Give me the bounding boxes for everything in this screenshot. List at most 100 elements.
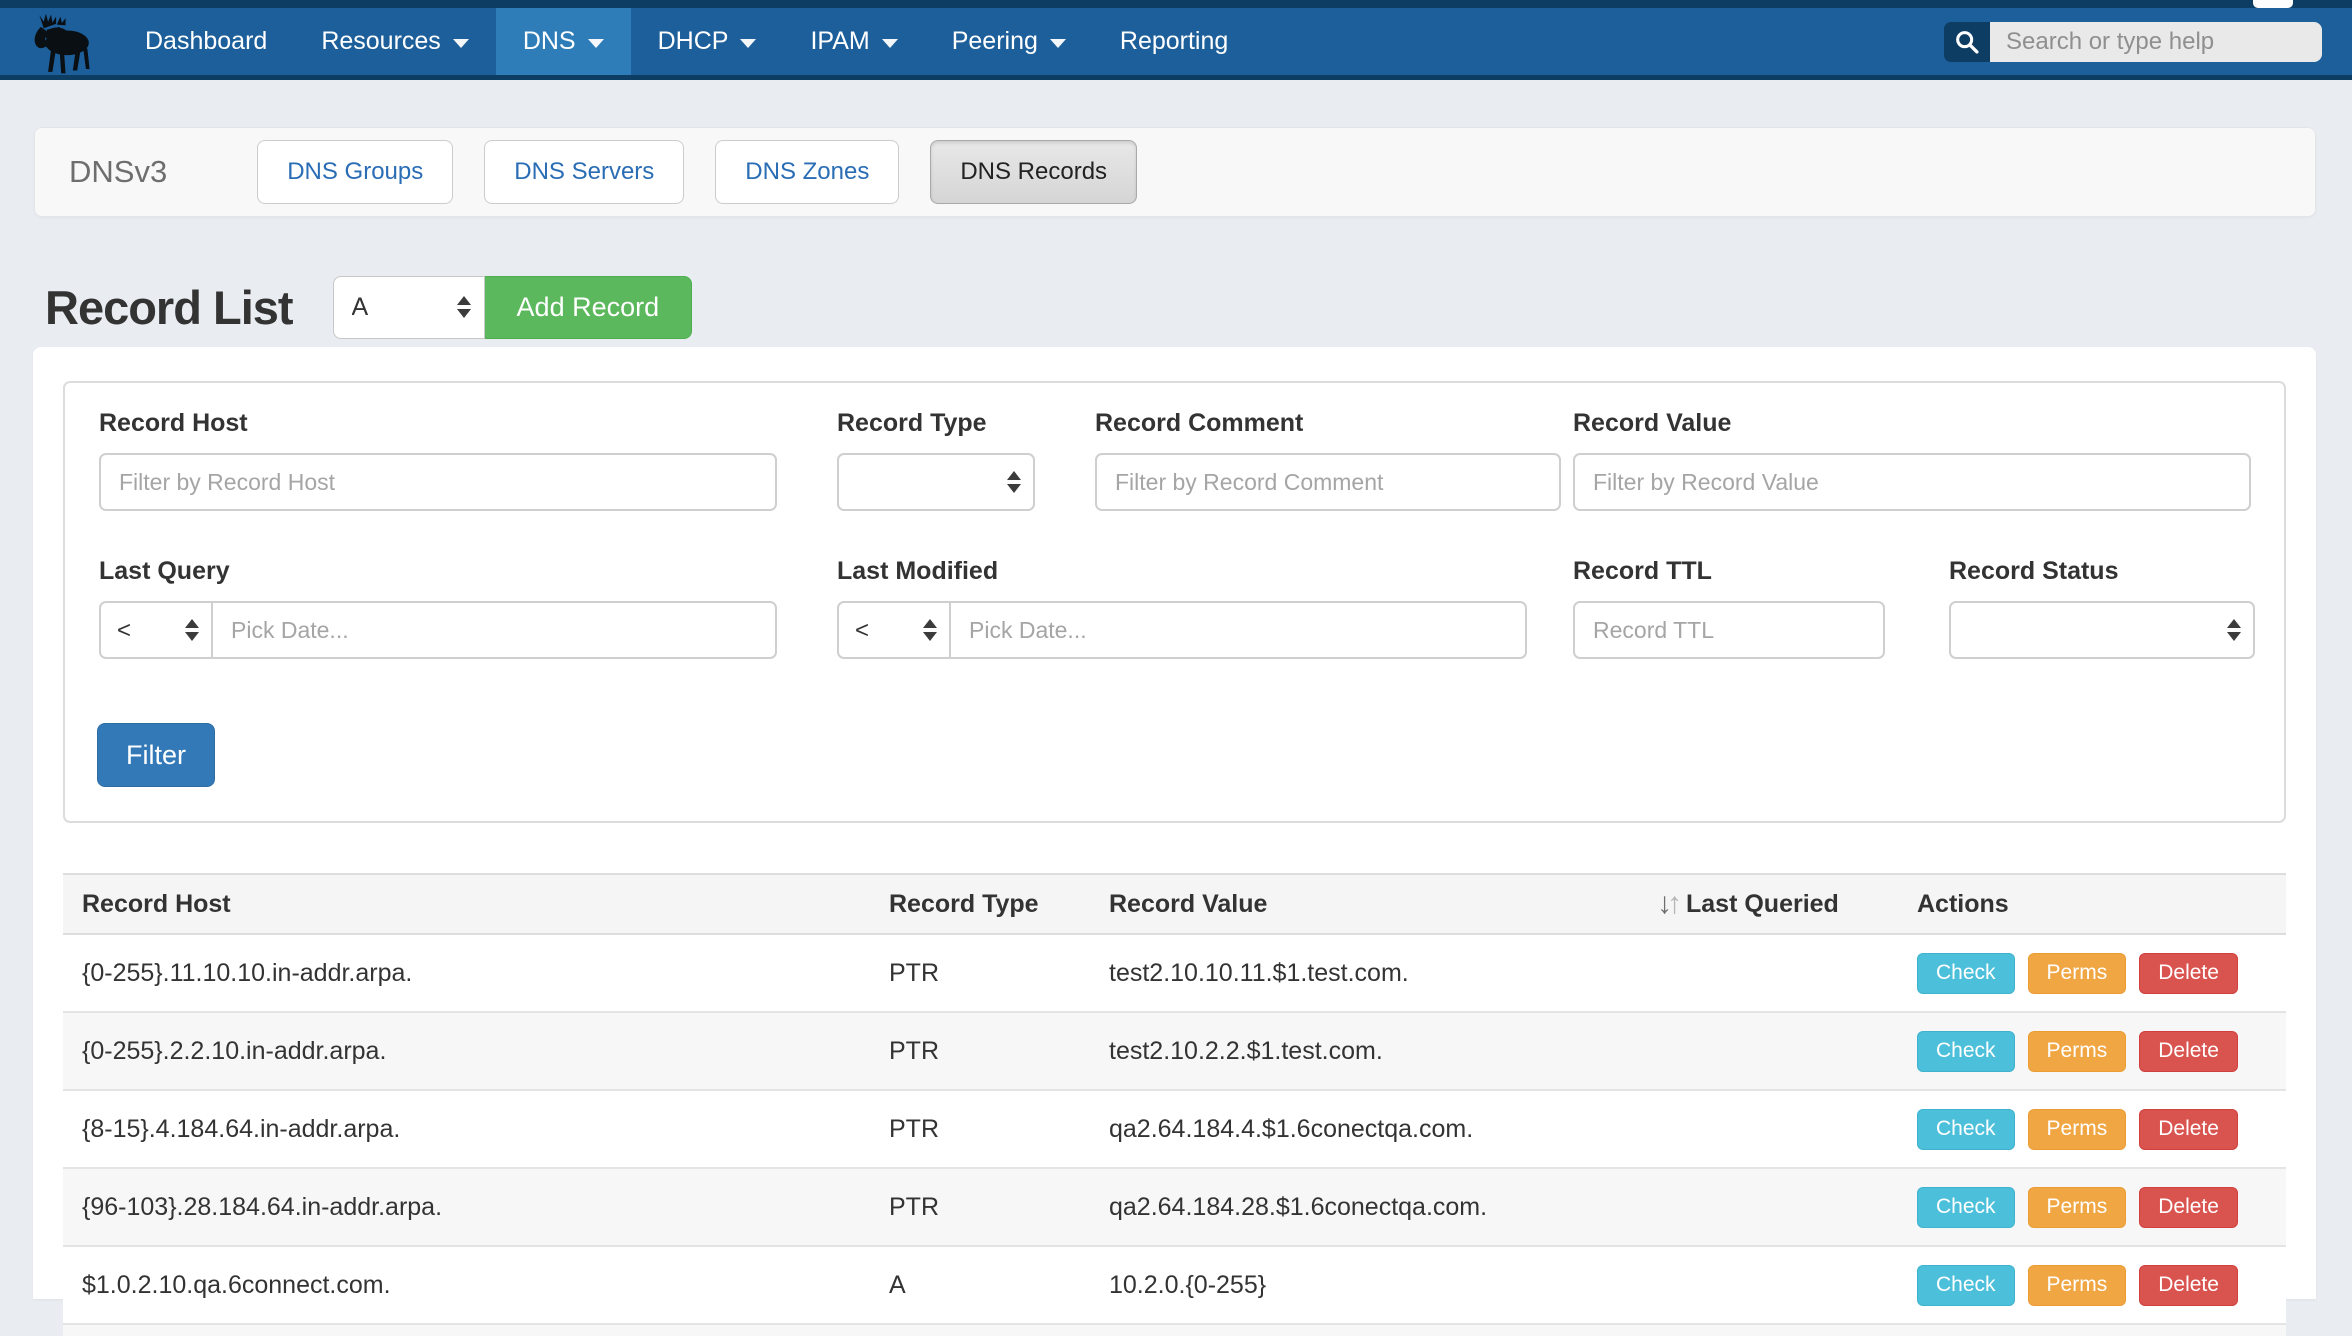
check-button[interactable]: Check bbox=[1917, 1031, 2015, 1072]
top-edge-artifact bbox=[2253, 0, 2293, 8]
record-value-cell: test2.10.2.2.$1.test.com. bbox=[1087, 1037, 1632, 1066]
page: Dashboard Resources DNS DHCP IPAM Peerin… bbox=[0, 0, 2352, 1336]
nav-item-dashboard[interactable]: Dashboard bbox=[118, 8, 294, 75]
perms-button[interactable]: Perms bbox=[2028, 953, 2127, 994]
nav-item-dns[interactable]: DNS bbox=[496, 8, 631, 75]
record-host-filter-input[interactable] bbox=[99, 453, 777, 511]
chevron-down-icon bbox=[882, 39, 898, 48]
table-row: $1.0.2.10.qa.6connect.com. A 10.2.0.{0-2… bbox=[63, 1247, 2286, 1325]
sort-arrows-icon: ↓↑ bbox=[1657, 889, 1682, 919]
nav-item-label: DNS bbox=[523, 27, 576, 56]
delete-button[interactable]: Delete bbox=[2139, 1187, 2238, 1228]
record-comment-filter-input[interactable] bbox=[1095, 453, 1561, 511]
record-type-filter-select[interactable] bbox=[837, 453, 1035, 511]
nav-item-label: IPAM bbox=[810, 27, 869, 56]
actions-cell: Check Perms Delete bbox=[1895, 1109, 2286, 1150]
check-button[interactable]: Check bbox=[1917, 1187, 2015, 1228]
record-ttl-input[interactable] bbox=[1573, 601, 1885, 659]
record-value-cell: qa2.64.184.28.$1.6conectqa.com. bbox=[1087, 1193, 1632, 1222]
table-row: {0-255}.2.2.10.in-addr.arpa. PTR test2.1… bbox=[63, 1013, 2286, 1091]
add-record-button[interactable]: Add Record bbox=[485, 276, 693, 339]
record-host-cell: {8-15}.4.184.64.in-addr.arpa. bbox=[63, 1115, 867, 1144]
record-comment-label: Record Comment bbox=[1095, 409, 1303, 438]
last-modified-operator-select[interactable]: < bbox=[837, 601, 951, 659]
table-row: {8-15}.4.184.64.in-addr.arpa. PTR qa2.64… bbox=[63, 1091, 2286, 1169]
nav-item-dhcp[interactable]: DHCP bbox=[631, 8, 784, 75]
moose-icon bbox=[19, 12, 99, 78]
chevron-down-icon bbox=[588, 39, 604, 48]
content-card: Record Host Record Type Record Comment R… bbox=[33, 347, 2316, 1299]
check-button[interactable]: Check bbox=[1917, 953, 2015, 994]
check-button[interactable]: Check bbox=[1917, 1265, 2015, 1306]
table-row: {96-103}.28.184.64.in-addr.arpa. PTR qa2… bbox=[63, 1169, 2286, 1247]
record-type-cell: PTR bbox=[867, 959, 1087, 988]
record-host-label: Record Host bbox=[99, 409, 248, 438]
check-button[interactable]: Check bbox=[1917, 1109, 2015, 1150]
dnsv3-toolbar: DNSv3 DNS GroupsDNS ServersDNS ZonesDNS … bbox=[34, 127, 2316, 217]
header-actions: Actions bbox=[1895, 890, 2286, 919]
main-navbar: Dashboard Resources DNS DHCP IPAM Peerin… bbox=[0, 8, 2352, 80]
nav-menu: Dashboard Resources DNS DHCP IPAM Peerin… bbox=[118, 8, 1255, 75]
page-title: Record List bbox=[45, 280, 293, 335]
nav-item-ipam[interactable]: IPAM bbox=[783, 8, 924, 75]
chevron-down-icon bbox=[740, 39, 756, 48]
table-row: {0-255}.11.10.10.in-addr.arpa. PTR test2… bbox=[63, 935, 2286, 1013]
last-modified-date-input[interactable] bbox=[951, 601, 1527, 659]
header-record-value: Record Value bbox=[1087, 890, 1632, 919]
filter-button[interactable]: Filter bbox=[97, 723, 215, 787]
filter-panel: Record Host Record Type Record Comment R… bbox=[63, 381, 2286, 823]
moose-logo[interactable] bbox=[0, 8, 118, 75]
header-record-type: Record Type bbox=[867, 890, 1087, 919]
nav-item-label: DHCP bbox=[658, 27, 729, 56]
record-value-label: Record Value bbox=[1573, 409, 1731, 438]
add-record-group: A Add Record bbox=[333, 276, 693, 339]
tab-dns-zones[interactable]: DNS Zones bbox=[715, 140, 899, 204]
record-host-cell: {0-255}.11.10.10.in-addr.arpa. bbox=[63, 959, 867, 988]
record-type-add-select[interactable]: A bbox=[333, 276, 485, 339]
tab-dns-records[interactable]: DNS Records bbox=[930, 140, 1137, 204]
header-record-host: Record Host bbox=[63, 890, 867, 919]
last-query-label: Last Query bbox=[99, 557, 230, 586]
last-query-operator-select[interactable]: < bbox=[99, 601, 213, 659]
record-host-cell: $1.0.2.10.qa.6connect.com. bbox=[63, 1271, 867, 1300]
last-modified-label: Last Modified bbox=[837, 557, 998, 586]
actions-cell: Check Perms Delete bbox=[1895, 1031, 2286, 1072]
record-status-select[interactable] bbox=[1949, 601, 2255, 659]
header-last-queried[interactable]: ↓↑ Last Queried bbox=[1632, 889, 1895, 919]
delete-button[interactable]: Delete bbox=[2139, 1031, 2238, 1072]
chevron-down-icon bbox=[453, 39, 469, 48]
perms-button[interactable]: Perms bbox=[2028, 1265, 2127, 1306]
search-input[interactable] bbox=[1990, 22, 2322, 62]
last-query-date-input[interactable] bbox=[213, 601, 777, 659]
record-value-cell: test2.10.10.11.$1.test.com. bbox=[1087, 959, 1632, 988]
chevron-down-icon bbox=[1050, 39, 1066, 48]
actions-cell: Check Perms Delete bbox=[1895, 1187, 2286, 1228]
record-ttl-label: Record TTL bbox=[1573, 557, 1712, 586]
nav-item-label: Reporting bbox=[1120, 27, 1228, 56]
tab-dns-servers[interactable]: DNS Servers bbox=[484, 140, 684, 204]
tab-dns-groups[interactable]: DNS Groups bbox=[257, 140, 453, 204]
perms-button[interactable]: Perms bbox=[2028, 1109, 2127, 1150]
record-list-header: Record List A Add Record bbox=[45, 275, 2352, 339]
actions-cell: Check Perms Delete bbox=[1895, 953, 2286, 994]
perms-button[interactable]: Perms bbox=[2028, 1187, 2127, 1228]
global-search bbox=[1944, 22, 2322, 62]
record-status-label: Record Status bbox=[1949, 557, 2118, 586]
nav-item-peering[interactable]: Peering bbox=[925, 8, 1093, 75]
record-type-label: Record Type bbox=[837, 409, 987, 438]
record-host-cell: {0-255}.2.2.10.in-addr.arpa. bbox=[63, 1037, 867, 1066]
nav-item-label: Peering bbox=[952, 27, 1038, 56]
delete-button[interactable]: Delete bbox=[2139, 1109, 2238, 1150]
partial-next-row bbox=[63, 1325, 2286, 1336]
record-value-filter-input[interactable] bbox=[1573, 453, 2251, 511]
dns-section-tabs: DNS Groups DNS Servers DNS Zones DNS Record… bbox=[257, 140, 1137, 204]
delete-button[interactable]: Delete bbox=[2139, 953, 2238, 994]
delete-button[interactable]: Delete bbox=[2139, 1265, 2238, 1306]
records-table: Record Host Record Type Record Value ↓↑ … bbox=[63, 873, 2286, 1336]
nav-item-resources[interactable]: Resources bbox=[294, 8, 496, 75]
actions-cell: Check Perms Delete bbox=[1895, 1265, 2286, 1306]
record-host-cell: {96-103}.28.184.64.in-addr.arpa. bbox=[63, 1193, 867, 1222]
search-icon[interactable] bbox=[1944, 22, 1990, 62]
perms-button[interactable]: Perms bbox=[2028, 1031, 2127, 1072]
nav-item-reporting[interactable]: Reporting bbox=[1093, 8, 1255, 75]
